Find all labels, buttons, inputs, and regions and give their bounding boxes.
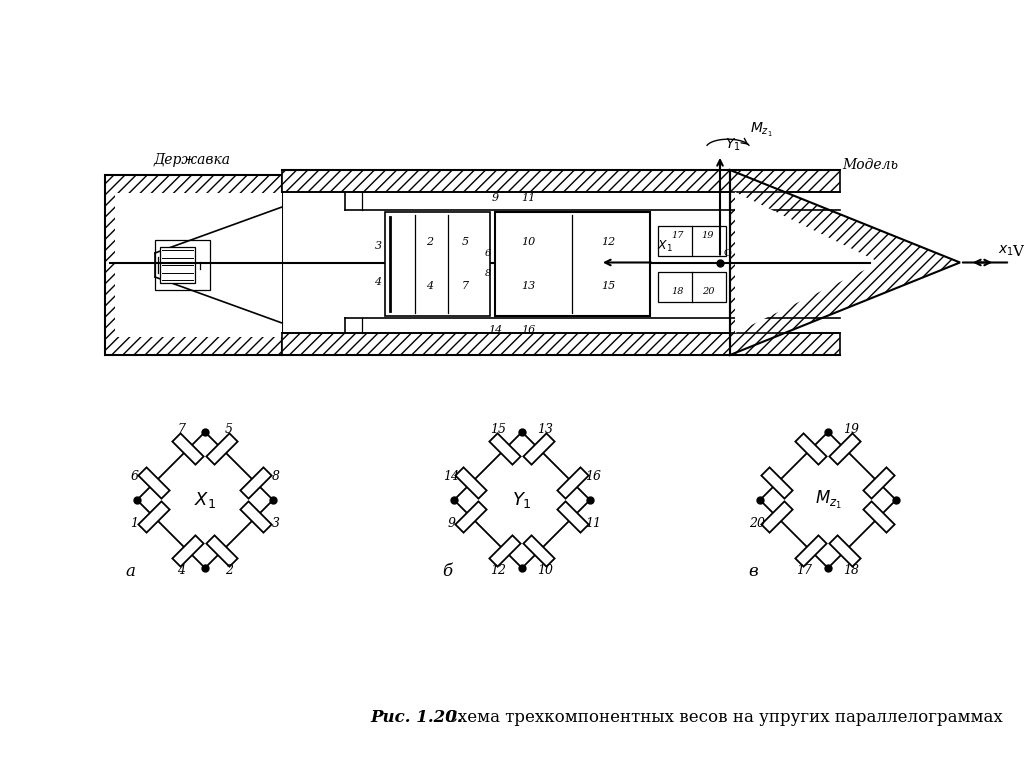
- Text: 14: 14: [443, 470, 459, 483]
- Text: 5: 5: [462, 237, 469, 247]
- Text: 9: 9: [492, 193, 499, 203]
- Bar: [155, 240, 210, 290]
- Text: 2: 2: [426, 237, 433, 247]
- Text: 7: 7: [177, 423, 185, 436]
- Polygon shape: [829, 535, 860, 567]
- Polygon shape: [796, 535, 826, 567]
- Text: 6: 6: [130, 470, 138, 483]
- Text: 18: 18: [672, 288, 684, 297]
- Text: 17: 17: [672, 232, 684, 241]
- Text: 15: 15: [601, 281, 615, 291]
- Polygon shape: [456, 502, 486, 532]
- Text: 10: 10: [521, 237, 536, 247]
- Text: $M_{z_1}$: $M_{z_1}$: [750, 121, 773, 139]
- Bar: [282, 170, 840, 192]
- Text: $Y_1$: $Y_1$: [512, 490, 531, 510]
- Text: $X_1$: $X_1$: [657, 239, 673, 255]
- Bar: [658, 272, 726, 302]
- Text: 14: 14: [487, 325, 502, 335]
- Polygon shape: [760, 432, 896, 568]
- Text: 10: 10: [538, 565, 554, 578]
- Polygon shape: [241, 502, 271, 532]
- Polygon shape: [207, 433, 238, 465]
- Text: 7: 7: [462, 281, 469, 291]
- Text: 2: 2: [224, 565, 232, 578]
- Polygon shape: [557, 502, 589, 532]
- Text: 20: 20: [701, 288, 715, 297]
- Text: в: в: [749, 563, 758, 580]
- Polygon shape: [863, 467, 895, 499]
- Text: 20: 20: [750, 517, 765, 530]
- Text: 3: 3: [271, 517, 280, 530]
- Text: 1: 1: [130, 517, 138, 530]
- Bar: [160, 247, 195, 283]
- Bar: [495, 212, 650, 316]
- Text: 3: 3: [375, 241, 382, 251]
- Polygon shape: [523, 535, 555, 567]
- Text: 4: 4: [177, 565, 185, 578]
- Text: V: V: [1012, 245, 1023, 258]
- Text: 5: 5: [224, 423, 232, 436]
- Text: б: б: [442, 563, 453, 580]
- Text: 4: 4: [375, 277, 382, 287]
- Polygon shape: [454, 432, 590, 568]
- Polygon shape: [762, 467, 793, 499]
- Bar: [282, 333, 840, 355]
- Polygon shape: [241, 467, 271, 499]
- Text: 12: 12: [601, 237, 615, 247]
- Polygon shape: [829, 433, 860, 465]
- Text: 13: 13: [538, 423, 554, 436]
- Polygon shape: [796, 433, 826, 465]
- Text: 11: 11: [585, 517, 601, 530]
- Polygon shape: [137, 432, 273, 568]
- Text: 8: 8: [271, 470, 280, 483]
- Polygon shape: [489, 535, 520, 567]
- Bar: [385, 212, 490, 316]
- Text: 15: 15: [490, 423, 507, 436]
- Text: 4: 4: [426, 281, 433, 291]
- Polygon shape: [207, 535, 238, 567]
- Polygon shape: [172, 535, 204, 567]
- Text: 6: 6: [485, 249, 492, 258]
- Text: 13: 13: [521, 281, 536, 291]
- Text: а: а: [125, 563, 135, 580]
- Bar: [658, 226, 726, 256]
- Text: 11: 11: [521, 193, 536, 203]
- Text: Рис. 1.20.: Рис. 1.20.: [370, 709, 463, 726]
- Bar: [115, 193, 282, 337]
- Text: $X_1$: $X_1$: [194, 490, 216, 510]
- Polygon shape: [762, 502, 793, 532]
- Text: $M_{z_1}$: $M_{z_1}$: [814, 489, 842, 511]
- Polygon shape: [138, 467, 170, 499]
- Polygon shape: [523, 433, 555, 465]
- Polygon shape: [138, 502, 170, 532]
- Text: Державка: Державка: [154, 153, 230, 167]
- Polygon shape: [735, 192, 880, 333]
- Text: Схема трехкомпонентных весов на упругих параллелограммах: Схема трехкомпонентных весов на упругих …: [440, 709, 1002, 726]
- Text: 17: 17: [797, 565, 812, 578]
- Bar: [105, 175, 282, 355]
- Text: 16: 16: [521, 325, 536, 335]
- Text: 19: 19: [701, 232, 715, 241]
- Text: 16: 16: [585, 470, 601, 483]
- Text: $Y_1$: $Y_1$: [725, 137, 740, 153]
- Text: O: O: [724, 249, 732, 258]
- Text: $x_1$: $x_1$: [998, 244, 1014, 258]
- Polygon shape: [172, 433, 204, 465]
- Polygon shape: [730, 170, 961, 355]
- Text: 8: 8: [485, 269, 492, 278]
- Text: 9: 9: [447, 517, 455, 530]
- Text: 12: 12: [490, 565, 507, 578]
- Text: Модель: Модель: [842, 158, 898, 172]
- Text: 19: 19: [844, 423, 859, 436]
- Polygon shape: [489, 433, 520, 465]
- Text: 18: 18: [844, 565, 859, 578]
- Polygon shape: [863, 502, 895, 532]
- Polygon shape: [557, 467, 589, 499]
- Polygon shape: [456, 467, 486, 499]
